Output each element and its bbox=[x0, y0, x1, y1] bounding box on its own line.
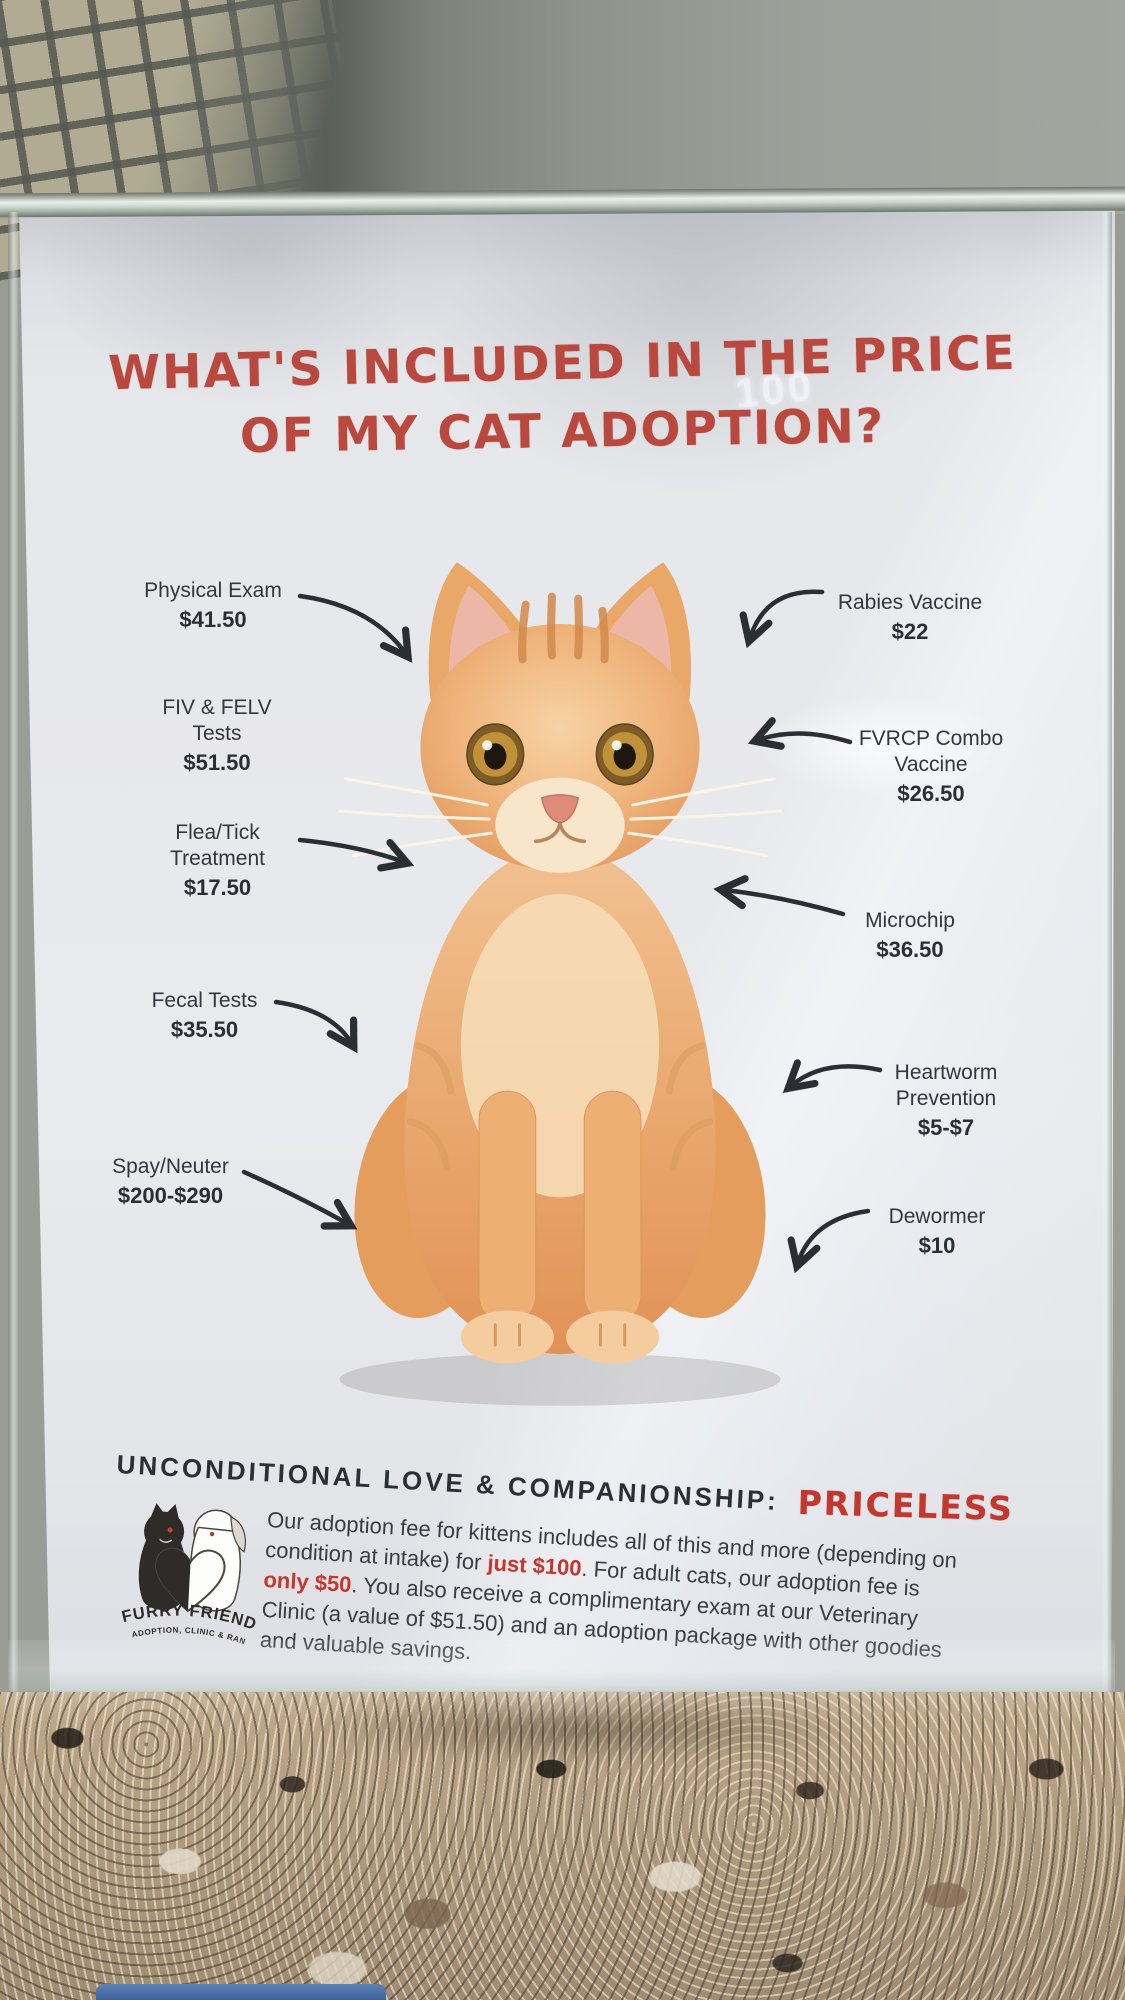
label-price: $41.50 bbox=[179, 607, 247, 633]
label-price: $200-$290 bbox=[117, 1183, 224, 1209]
price-label-fiv-felv: FIV & FELV Tests $51.50 bbox=[122, 695, 312, 776]
price-label-flea-tick: Flea/Tick Treatment $17.50 bbox=[125, 820, 310, 901]
price-label-physical-exam: Physical Exam $41.50 bbox=[118, 578, 308, 633]
wall-background bbox=[0, 0, 1125, 282]
logo-heart bbox=[155, 1547, 226, 1613]
label-name: Dewormer bbox=[888, 1205, 986, 1228]
label-price: $36.50 bbox=[876, 937, 944, 963]
label-name: FIV & FELV Tests bbox=[162, 696, 272, 746]
label-name: FVRCP Combo Vaccine bbox=[858, 727, 1004, 777]
label-name: Flea/Tick Treatment bbox=[170, 821, 265, 871]
paragraph-highlight-100: just $100 bbox=[486, 1550, 583, 1581]
price-label-dewormer: Dewormer $10 bbox=[842, 1204, 1032, 1259]
price-label-rabies-vaccine: Rabies Vaccine $22 bbox=[815, 590, 1005, 645]
blue-object-under-counter bbox=[96, 1984, 386, 2000]
price-label-fecal-tests: Fecal Tests $35.50 bbox=[112, 988, 297, 1043]
label-name: Physical Exam bbox=[144, 579, 282, 602]
label-price: $26.50 bbox=[897, 781, 965, 807]
acrylic-holder-bottom-lip bbox=[8, 1640, 1115, 1698]
label-price: $17.50 bbox=[183, 875, 252, 901]
label-price: $10 bbox=[918, 1233, 956, 1259]
price-label-fvrcp-vaccine: FVRCP Combo Vaccine $26.50 bbox=[836, 726, 1026, 807]
furry-friends-logo: FURRY FRIENDS ADOPTION, CLINIC & RANCH bbox=[106, 1492, 266, 1647]
acrylic-holder-left-edge bbox=[8, 212, 18, 1698]
price-label-heartworm: Heartworm Prevention $5-$7 bbox=[851, 1060, 1041, 1141]
label-price: $22 bbox=[891, 619, 929, 645]
price-label-microchip: Microchip $36.50 bbox=[815, 908, 1005, 963]
label-name: Fecal Tests bbox=[151, 989, 258, 1012]
label-price: $51.50 bbox=[183, 750, 251, 776]
label-name: Microchip bbox=[865, 909, 955, 932]
label-name: Rabies Vaccine bbox=[837, 591, 983, 614]
label-name: Spay/Neuter bbox=[112, 1155, 229, 1178]
label-price: $35.50 bbox=[170, 1017, 239, 1043]
tagline-priceless: PRICELESS bbox=[796, 1482, 1014, 1529]
label-price: $5-$7 bbox=[917, 1115, 975, 1141]
acrylic-holder-right-edge bbox=[1102, 212, 1112, 1698]
paragraph-highlight-50: only $50 bbox=[262, 1566, 353, 1597]
price-label-spay-neuter: Spay/Neuter $200-$290 bbox=[78, 1154, 263, 1209]
holder-base-shadow bbox=[300, 1694, 860, 1764]
label-name: Heartworm Prevention bbox=[894, 1061, 998, 1111]
granite-countertop bbox=[0, 1692, 1125, 2000]
